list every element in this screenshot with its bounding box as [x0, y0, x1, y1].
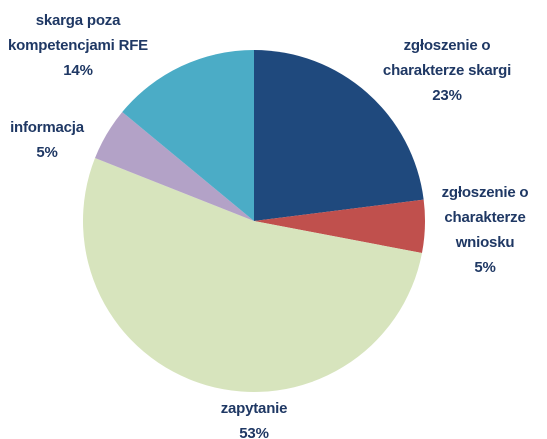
pie-slice: [95, 112, 254, 221]
pie-slice: [254, 199, 425, 254]
slice-label: skarga poza kompetencjami RFE: [8, 12, 148, 54]
pie-slice: [83, 158, 422, 393]
slice-value-label: 53%: [239, 425, 269, 439]
slice-value-label: 14%: [63, 62, 93, 79]
slice-label: zgłoszenie o charakterze skargi: [382, 37, 512, 79]
pie-slice: [122, 50, 254, 221]
pie-slice: [254, 50, 424, 221]
slice-label: informacja: [10, 119, 84, 136]
slice-label: zapytanie: [220, 400, 288, 417]
slice-value-label: 23%: [432, 87, 462, 104]
slice-value-label: 5%: [36, 144, 58, 161]
slice-label: zgłoszenie o charakterze wniosku: [441, 184, 529, 251]
slice-value-label: 5%: [474, 259, 496, 276]
